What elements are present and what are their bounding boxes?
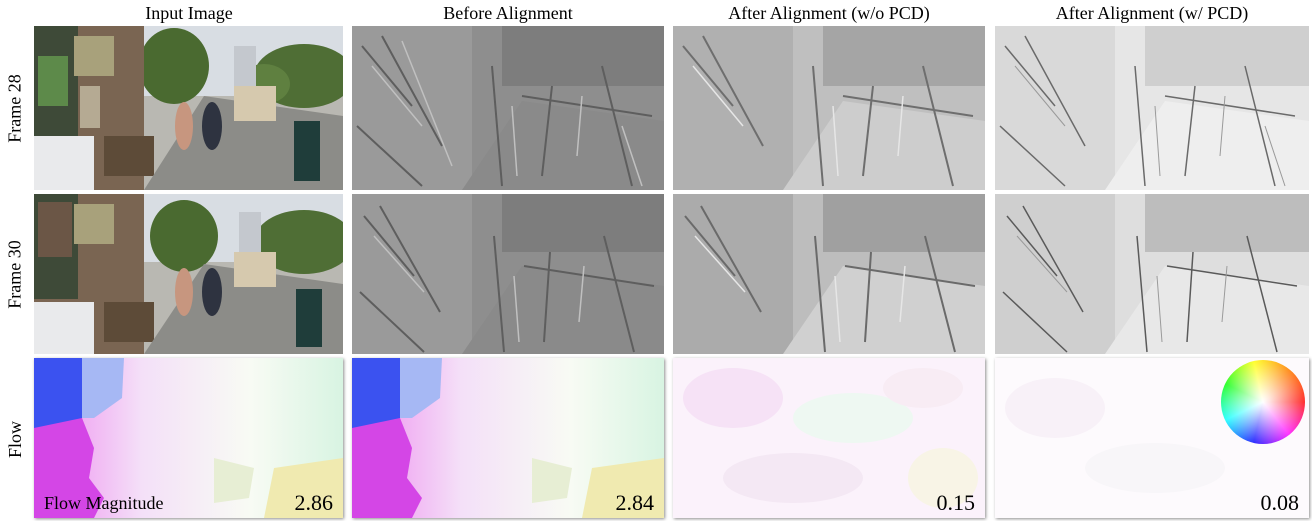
frame-28-after-alignment-w-pcd [995, 26, 1309, 190]
flow-before-alignment: 2.84 [352, 358, 664, 518]
flow-magnitude-value-after-alignment-w-pcd: 0.08 [1260, 490, 1300, 515]
flow-after-alignment-wo-pcd: 0.15 [673, 358, 985, 518]
row-label-frame-30: Frame 30 [4, 239, 25, 309]
column-title-after-alignment-w-pcd: After Alignment (w/ PCD) [1055, 3, 1249, 23]
flow-input-image: Flow Magnitude 2.86 [34, 358, 343, 518]
row-label-frame-28: Frame 28 [4, 73, 25, 143]
flow-magnitude-value-after-alignment-wo-pcd: 0.15 [936, 490, 976, 515]
frame-30-input-image [34, 194, 343, 354]
frame-28-after-alignment-wo-pcd [673, 26, 985, 190]
flow-magnitude-label: Flow Magnitude [44, 493, 164, 513]
column-title-input-image: Input Image [145, 3, 233, 23]
frame-30-before-alignment [352, 194, 664, 354]
frame-30-after-alignment-w-pcd [995, 194, 1309, 354]
flow-magnitude-value-before-alignment: 2.84 [615, 490, 655, 515]
flow-after-alignment-w-pcd: 0.08 [995, 358, 1309, 518]
column-title-after-alignment-wo-pcd: After Alignment (w/o PCD) [728, 3, 930, 23]
frame-28-before-alignment [352, 26, 664, 190]
column-title-before-alignment: Before Alignment [443, 3, 573, 23]
flow-magnitude-value-input-image: 2.86 [294, 490, 334, 515]
frame-28-input-image [34, 26, 343, 190]
flow-color-wheel-icon [1221, 360, 1305, 444]
row-label-flow: Flow [4, 420, 25, 458]
frame-30-after-alignment-wo-pcd [673, 194, 985, 354]
